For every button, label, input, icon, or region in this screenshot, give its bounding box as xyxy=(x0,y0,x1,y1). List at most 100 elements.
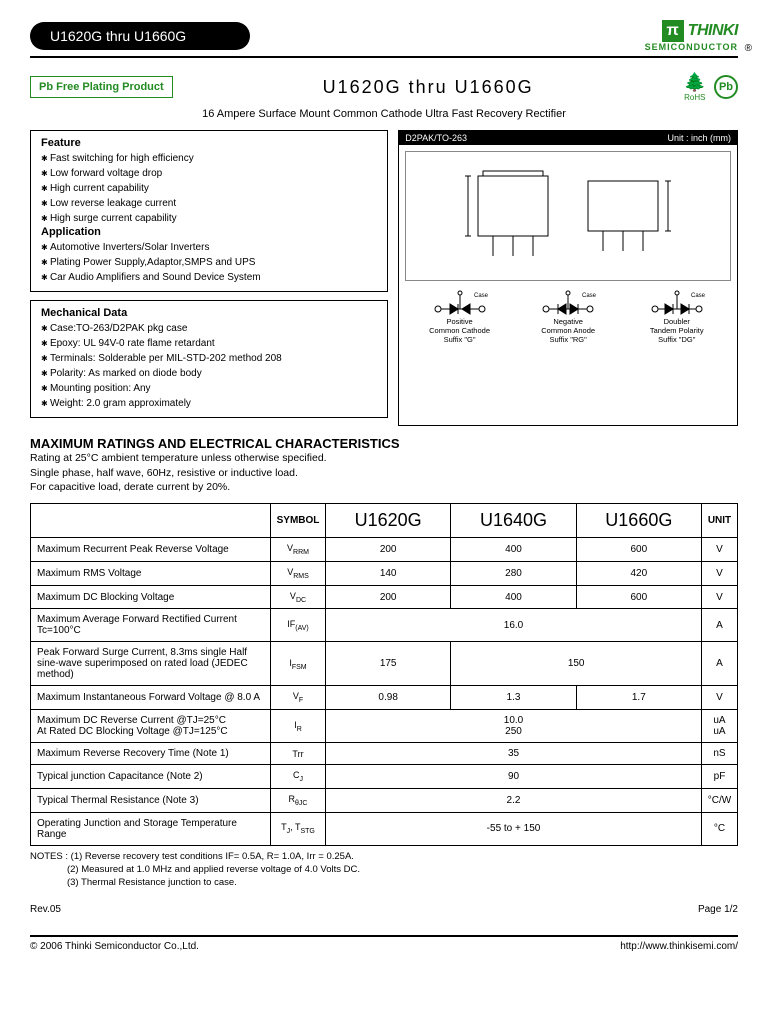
row-label: Maximum DC Blocking Voltage xyxy=(31,585,271,609)
table-row: Maximum Instantaneous Forward Voltage @ … xyxy=(31,686,738,710)
feature-item: Low reverse leakage current xyxy=(41,196,377,211)
row-symbol: VDC xyxy=(271,585,326,609)
application-heading: Application xyxy=(41,226,377,238)
pb-free-badge: Pb Free Plating Product xyxy=(30,76,173,98)
left-column: Feature Fast switching for high efficien… xyxy=(30,130,388,426)
package-header: D2PAK/TO-263 Unit : inch (mm) xyxy=(399,131,737,145)
cell: 140 xyxy=(326,561,451,585)
row-label: Typical junction Capacitance (Note 2) xyxy=(31,765,271,789)
package-diagram xyxy=(405,151,731,281)
row-label: Maximum Reverse Recovery Time (Note 1) xyxy=(31,743,271,765)
row-label: Maximum Instantaneous Forward Voltage @ … xyxy=(31,686,271,710)
row-symbol: IF(AV) xyxy=(271,609,326,642)
diode-icon: Case xyxy=(430,287,490,317)
row-unit: V xyxy=(702,561,738,585)
row-unit: V xyxy=(702,538,738,562)
col-part: U1620G xyxy=(326,504,451,538)
row-symbol: RθJC xyxy=(271,789,326,813)
divider xyxy=(30,56,738,58)
cell: 200 xyxy=(326,538,451,562)
page: U1620G thru U1660G π THINKI SEMICONDUCTO… xyxy=(0,0,768,972)
col-unit: UNIT xyxy=(702,504,738,538)
table-row: Maximum DC Blocking Voltage VDC 200 400 … xyxy=(31,585,738,609)
cell: -55 to + 150 xyxy=(326,812,702,845)
cell: 600 xyxy=(576,538,701,562)
mech-item: Weight: 2.0 gram approximately xyxy=(41,396,377,411)
mech-item: Terminals: Solderable per MIL-STD-202 me… xyxy=(41,351,377,366)
config-positive: Case Positive Common Cathode Suffix "G" xyxy=(405,287,514,344)
page-number: Page 1/2 xyxy=(698,904,738,915)
package-name: D2PAK/TO-263 xyxy=(405,133,467,143)
row-unit: pF xyxy=(702,765,738,789)
unit-label: Unit : inch (mm) xyxy=(667,133,731,143)
diode-icon: Case xyxy=(538,287,598,317)
application-item: Plating Power Supply,Adaptor,SMPS and UP… xyxy=(41,255,377,270)
svg-text:Case: Case xyxy=(474,293,489,299)
feature-box: Feature Fast switching for high efficien… xyxy=(30,130,388,292)
feature-heading: Feature xyxy=(41,137,377,149)
registered-icon: ® xyxy=(745,43,752,54)
table-row: Maximum DC Reverse Current @TJ=25°C At R… xyxy=(31,710,738,743)
feature-item: High surge current capability xyxy=(41,211,377,226)
row-symbol: TJ, TSTG xyxy=(271,812,326,845)
diode-icon: Case xyxy=(647,287,707,317)
mechanical-heading: Mechanical Data xyxy=(41,307,377,319)
row-unit: A xyxy=(702,642,738,686)
cell: 280 xyxy=(451,561,576,585)
header-row: Pb Free Plating Product U1620G thru U166… xyxy=(30,72,738,102)
config-label: Suffix "G" xyxy=(405,335,514,344)
cell: 10.0 250 xyxy=(326,710,702,743)
brand-name: THINKI xyxy=(688,22,738,40)
config-label: Negative xyxy=(514,317,623,326)
cell: 2.2 xyxy=(326,789,702,813)
config-doubler: Case Doubler Tandem Polarity Suffix "DG" xyxy=(622,287,731,344)
product-title: U1620G thru U1660G xyxy=(323,77,534,98)
table-row: Maximum Recurrent Peak Reverse Voltage V… xyxy=(31,538,738,562)
mech-item: Epoxy: UL 94V-0 rate flame retardant xyxy=(41,336,377,351)
package-drawing-box: D2PAK/TO-263 Unit : inch (mm) xyxy=(398,130,738,426)
notes-lead: NOTES : xyxy=(30,851,68,862)
revision: Rev.05 xyxy=(30,904,61,915)
package-outline-svg xyxy=(448,156,688,276)
brand-logo: π THINKI SEMICONDUCTOR ® xyxy=(645,20,738,52)
row-unit: °C/W xyxy=(702,789,738,813)
cell: 200 xyxy=(326,585,451,609)
row-unit: °C xyxy=(702,812,738,845)
config-negative: Case Negative Common Anode Suffix "RG" xyxy=(514,287,623,344)
row-symbol: VF xyxy=(271,686,326,710)
config-label: Suffix "RG" xyxy=(514,335,623,344)
mechanical-box: Mechanical Data Case:TO-263/D2PAK pkg ca… xyxy=(30,300,388,418)
footer-top: Rev.05 Page 1/2 xyxy=(30,904,738,915)
pb-circle-badge: Pb xyxy=(714,75,738,99)
row-unit: V xyxy=(702,585,738,609)
cell: 35 xyxy=(326,743,702,765)
title-bar: U1620G thru U1660G xyxy=(30,22,250,50)
config-label: Suffix "DG" xyxy=(622,335,731,344)
feature-item: High current capability xyxy=(41,181,377,196)
table-row: Maximum Average Forward Rectified Curren… xyxy=(31,609,738,642)
ratings-notes: Rating at 25°C ambient temperature unles… xyxy=(30,451,738,495)
table-row: Maximum RMS Voltage VRMS 140 280 420 V xyxy=(31,561,738,585)
row-label: Peak Forward Surge Current, 8.3ms single… xyxy=(31,642,271,686)
mech-item: Mounting position: Any xyxy=(41,381,377,396)
note-item: (1) Reverse recovery test conditions IF=… xyxy=(71,851,354,862)
table-row: Maximum Reverse Recovery Time (Note 1) T… xyxy=(31,743,738,765)
col-part: U1640G xyxy=(451,504,576,538)
ratings-note-line: Single phase, half wave, 60Hz, resistive… xyxy=(30,466,738,481)
brand-subtitle: SEMICONDUCTOR xyxy=(645,42,738,52)
col-blank xyxy=(31,504,271,538)
cell: 175 xyxy=(326,642,451,686)
url: http://www.thinkisemi.com/ xyxy=(620,941,738,952)
table-row: Operating Junction and Storage Temperatu… xyxy=(31,812,738,845)
rohs-label: RoHS xyxy=(684,93,706,102)
row-unit: A xyxy=(702,609,738,642)
cell: 90 xyxy=(326,765,702,789)
tree-icon: 🌲 xyxy=(684,72,706,93)
cell: 600 xyxy=(576,585,701,609)
row-symbol: IR xyxy=(271,710,326,743)
ratings-title: MAXIMUM RATINGS AND ELECTRICAL CHARACTER… xyxy=(30,436,738,451)
note-item: (2) Measured at 1.0 MHz and applied reve… xyxy=(67,864,360,875)
row-label: Typical Thermal Resistance (Note 3) xyxy=(31,789,271,813)
top-row: U1620G thru U1660G π THINKI SEMICONDUCTO… xyxy=(30,20,738,52)
row-label: Operating Junction and Storage Temperatu… xyxy=(31,812,271,845)
